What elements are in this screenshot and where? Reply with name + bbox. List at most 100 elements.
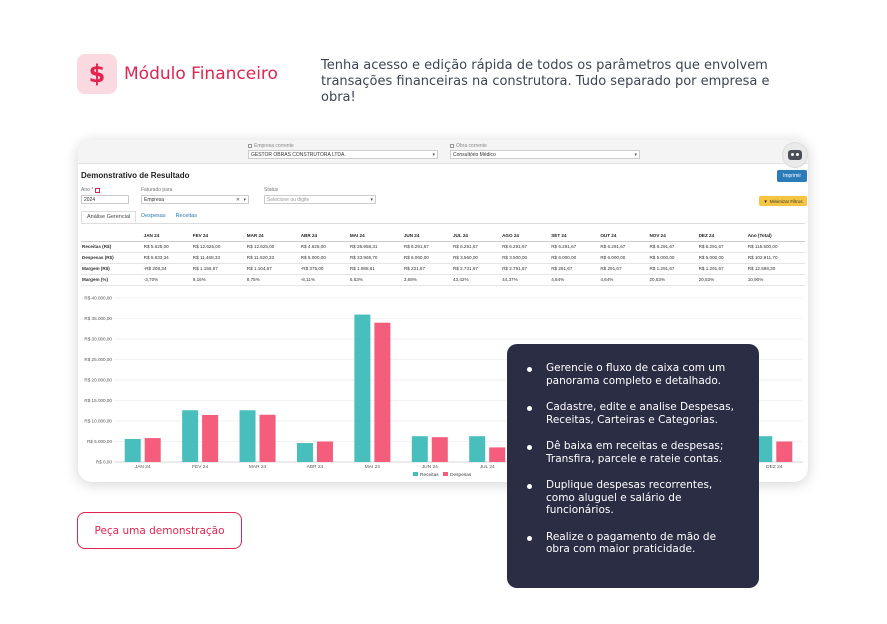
work-select[interactable]: Consultório Médico ▾: [450, 150, 640, 159]
bar-receitas: [124, 438, 141, 462]
table-cell: R$ 6.291,67: [697, 241, 747, 253]
minimize-filters-button[interactable]: ▼ Minimizar Filtros: [759, 196, 807, 206]
y-tick-label: R$ 35.000,00: [84, 316, 112, 321]
status-select[interactable]: Selecione ou digite ▾: [264, 195, 376, 204]
table-cell: R$ 33.969,70: [348, 252, 403, 264]
request-demo-button[interactable]: Peça uma demonstração: [77, 512, 242, 549]
year-filter: Ano * 2024: [81, 187, 129, 204]
legend-label: Despesas: [450, 472, 472, 478]
y-tick-label: R$ 0,00: [96, 460, 113, 465]
tab-management-analysis[interactable]: Análise Gerencial: [81, 211, 137, 223]
bar-receitas: [239, 410, 256, 462]
column-header-blank: [81, 230, 143, 242]
column-header: FEV 24: [191, 230, 246, 242]
chevron-down-icon: ▾: [634, 152, 637, 158]
x-tick-label: MAI 24: [365, 464, 381, 470]
row-label: Margem (%): [81, 274, 143, 286]
table-cell: 44,37%: [501, 274, 551, 286]
tab-revenues[interactable]: Receitas: [175, 213, 197, 219]
table-cell: R$ 6.060,00: [402, 252, 452, 264]
checkbox-icon[interactable]: [450, 144, 454, 148]
table-cell: R$ 3.560,00: [451, 252, 502, 264]
table-cell: -3,70%: [142, 274, 192, 286]
y-tick-label: R$ 20.000,00: [84, 378, 112, 383]
chevron-down-icon: ▾: [370, 197, 373, 203]
bar-receitas: [354, 314, 371, 462]
bar-despesas: [374, 322, 391, 462]
features-panel: Gerencie o fluxo de caixa com um panoram…: [507, 344, 759, 588]
table-cell: 4,64%: [599, 274, 649, 286]
feature-item: Dê baixa em receitas e despesas; Transfi…: [527, 440, 743, 465]
tab-bar: Análise Gerencial Despesas Receitas: [81, 211, 805, 224]
bullet-icon: [527, 484, 532, 489]
table-cell: R$ 5.833,34: [142, 252, 192, 264]
x-tick-label: ABR 24: [307, 464, 324, 470]
bar-despesas: [431, 437, 448, 462]
y-tick-label: R$ 30.000,00: [84, 337, 112, 342]
table-cell: R$ 115.500,00: [746, 241, 805, 253]
column-header: MAI 24: [348, 230, 403, 242]
table-cell: R$ 12.625,00: [245, 241, 300, 253]
x-tick-label: MAR 24: [249, 464, 267, 470]
table-cell: R$ 6.000,00: [599, 252, 649, 264]
x-tick-label: JUN 24: [422, 464, 438, 470]
chevron-down-icon: ▾: [243, 197, 246, 203]
bar-receitas: [182, 410, 199, 462]
y-tick-label: R$ 15.000,00: [84, 398, 112, 403]
company-select[interactable]: GESTOR OBRAS CONSTRUTORA LTDA. ▾: [248, 150, 438, 159]
table-cell: R$ 6.291,67: [550, 241, 600, 253]
company-selector: Empresa corrente GESTOR OBRAS CONSTRUTOR…: [248, 143, 438, 159]
clear-icon[interactable]: ✕: [235, 197, 240, 203]
table-cell: R$ 11.468,33: [191, 252, 246, 264]
y-tick-label: R$ 10.000,00: [84, 419, 112, 424]
bar-despesas: [202, 414, 219, 462]
assistant-bot-icon[interactable]: [782, 142, 808, 168]
billed-select[interactable]: Empresa ✕ ▾: [141, 195, 249, 204]
table-cell: R$ 291,67: [599, 263, 649, 275]
table-cell: R$ 1.988,61: [348, 263, 403, 275]
column-header: NOV 24: [648, 230, 698, 242]
results-table: JAN 24 FEV 24 MAR 24 ABR 24 MAI 24 JUN 24 JUL …: [81, 230, 805, 286]
table-cell: R$ 1.156,67: [191, 263, 246, 275]
legend-swatch: [413, 472, 418, 476]
table-cell: R$ 291,67: [550, 263, 600, 275]
feature-item: Cadastre, edite e analise Despesas, Rece…: [527, 401, 743, 426]
table-cell: R$ 1.291,67: [697, 263, 747, 275]
table-cell: -8,11%: [299, 274, 349, 286]
billed-filter: Faturado para Empresa ✕ ▾: [141, 187, 249, 204]
bullet-icon: [527, 406, 532, 411]
checkbox-icon[interactable]: [248, 144, 252, 148]
table-cell: 4,64%: [550, 274, 600, 286]
tab-expenses[interactable]: Despesas: [141, 213, 166, 219]
table-cell: R$ 5.000,00: [648, 252, 698, 264]
bar-receitas: [296, 443, 313, 462]
table-cell: R$ 6.291,67: [648, 241, 698, 253]
print-button[interactable]: Imprimir: [777, 170, 807, 182]
column-header: JUN 24: [402, 230, 452, 242]
table-row: Margem (%) -3,70% 9,16% 8,75% -8,11% 5,53% 3,6…: [81, 274, 805, 286]
column-header: ABR 24: [299, 230, 349, 242]
table-cell: R$ 5.625,00: [142, 241, 192, 253]
table-cell: 20,53%: [648, 274, 698, 286]
table-cell: 3,68%: [402, 274, 452, 286]
table-cell: R$ 35.958,31: [348, 241, 403, 253]
table-cell: R$ 5.000,00: [697, 252, 747, 264]
chevron-down-icon: ▾: [432, 152, 435, 158]
top-bar: Empresa corrente GESTOR OBRAS CONSTRUTOR…: [78, 140, 808, 164]
year-input[interactable]: 2024: [81, 195, 129, 204]
x-tick-label: JAN 24: [135, 464, 151, 470]
column-header: JUL 24: [451, 230, 502, 242]
table-cell: 8,75%: [245, 274, 300, 286]
column-header: SET 24: [550, 230, 600, 242]
table-cell: R$ 231,67: [402, 263, 452, 275]
row-label: Despesas (R$): [81, 252, 143, 264]
dollar-icon: $: [77, 54, 117, 94]
table-cell: -R$ 208,34: [142, 263, 192, 275]
column-header: MAR 24: [245, 230, 300, 242]
bar-despesas: [489, 447, 506, 462]
table-cell: -R$ 375,00: [299, 263, 349, 275]
table-cell: 9,16%: [191, 274, 246, 286]
checkbox-icon[interactable]: [95, 187, 101, 193]
bullet-icon: [527, 445, 532, 450]
